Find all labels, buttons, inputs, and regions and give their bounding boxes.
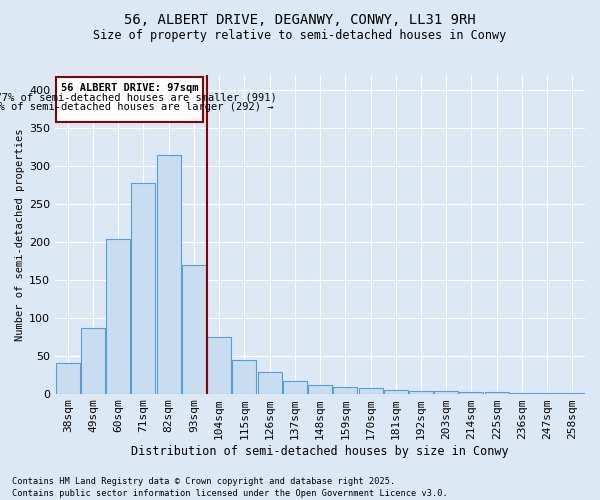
Text: 56, ALBERT DRIVE, DEGANWY, CONWY, LL31 9RH: 56, ALBERT DRIVE, DEGANWY, CONWY, LL31 9… xyxy=(124,12,476,26)
Bar xyxy=(384,390,408,394)
Text: 23% of semi-detached houses are larger (292) →: 23% of semi-detached houses are larger (… xyxy=(0,102,274,113)
Bar xyxy=(434,390,458,394)
Y-axis label: Number of semi-detached properties: Number of semi-detached properties xyxy=(15,128,25,340)
FancyBboxPatch shape xyxy=(56,76,203,122)
Bar xyxy=(510,393,534,394)
Bar xyxy=(535,393,559,394)
Bar xyxy=(257,372,281,394)
Bar xyxy=(106,239,130,394)
Bar xyxy=(283,380,307,394)
Bar xyxy=(359,388,383,394)
Bar xyxy=(56,363,80,394)
Bar xyxy=(232,360,256,394)
Text: Contains HM Land Registry data © Crown copyright and database right 2025.: Contains HM Land Registry data © Crown c… xyxy=(12,477,395,486)
Bar xyxy=(157,154,181,394)
Bar xyxy=(485,392,509,394)
Bar xyxy=(131,182,155,394)
Text: ← 77% of semi-detached houses are smaller (991): ← 77% of semi-detached houses are smalle… xyxy=(0,92,277,102)
Text: Contains public sector information licensed under the Open Government Licence v3: Contains public sector information licen… xyxy=(12,488,448,498)
X-axis label: Distribution of semi-detached houses by size in Conwy: Distribution of semi-detached houses by … xyxy=(131,444,509,458)
Bar xyxy=(334,387,357,394)
Bar xyxy=(81,328,105,394)
Bar xyxy=(182,264,206,394)
Text: Size of property relative to semi-detached houses in Conwy: Size of property relative to semi-detach… xyxy=(94,29,506,42)
Bar xyxy=(409,390,433,394)
Bar xyxy=(460,392,484,394)
Bar xyxy=(560,393,584,394)
Bar xyxy=(308,385,332,394)
Text: 56 ALBERT DRIVE: 97sqm: 56 ALBERT DRIVE: 97sqm xyxy=(61,82,199,92)
Bar xyxy=(207,336,231,394)
